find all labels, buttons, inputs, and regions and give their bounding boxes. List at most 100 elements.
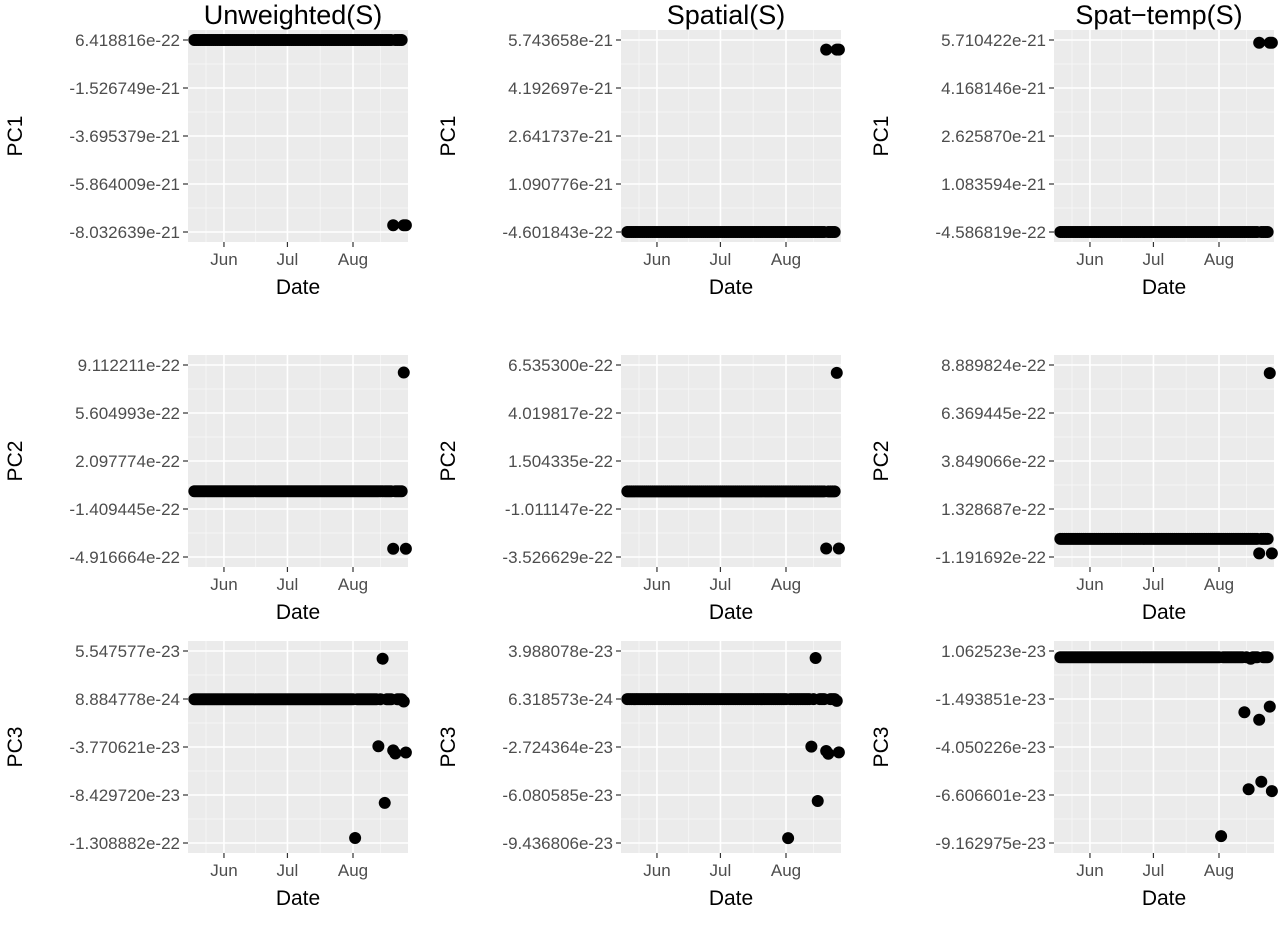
y-tick-label: 6.369445e-22: [941, 404, 1046, 423]
y-tick-label: 1.090776e-21: [508, 175, 613, 194]
x-tick-label: Jul: [277, 861, 299, 880]
x-tick-label: Aug: [338, 861, 368, 880]
y-tick-label: -3.770621e-23: [69, 738, 180, 757]
data-point: [820, 542, 833, 555]
y-tick-label: -5.864009e-21: [69, 175, 180, 194]
data-point: [387, 219, 400, 232]
column-title-spatial: Spatial(S): [667, 0, 786, 30]
y-axis-title-pc1: PC1: [870, 116, 893, 157]
panel-pc2-1: 9.112211e-22 5.604993e-22 2.097774e-22 -1.4…: [4, 355, 412, 624]
y-tick-label: 1.083594e-21: [941, 175, 1046, 194]
y-axis-title-pc1: PC1: [437, 116, 460, 157]
panel-pc2-3: 8.889824e-22 6.369445e-22 3.849066e-22 1.32…: [870, 355, 1278, 624]
y-tick-label: 5.547577e-23: [75, 642, 180, 661]
y-tick-label: 3.849066e-22: [941, 452, 1046, 471]
x-tick-label: Jul: [277, 575, 299, 594]
x-axis-title: Date: [1142, 887, 1186, 910]
panel-pc1-3: 5.710422e-21 4.168146e-21 2.625870e-21 1.08…: [870, 30, 1278, 299]
data-point: [1242, 783, 1255, 796]
x-tick-label: Aug: [1204, 250, 1234, 269]
y-tick-label: 5.604993e-22: [75, 404, 180, 423]
data-point: [395, 34, 408, 46]
x-tick-label: Jun: [210, 250, 237, 269]
panel-pc3-2: 3.988078e-23 6.318573e-24 -2.724364e-23 -6.…: [437, 641, 845, 910]
data-point: [1265, 785, 1278, 798]
x-tick-label: Aug: [338, 250, 368, 269]
y-tick-label: -6.080585e-23: [502, 786, 613, 805]
data-point: [832, 43, 845, 56]
data-point: [1253, 713, 1266, 726]
data-point: [1255, 775, 1268, 788]
data-point: [1265, 547, 1278, 560]
panel-pc2-2: 6.535300e-22 4.019817e-22 1.504335e-22 -1.0…: [437, 355, 845, 624]
x-tick-label: Aug: [771, 250, 801, 269]
x-tick-label: Jun: [1076, 575, 1103, 594]
x-tick-label: Jun: [1076, 250, 1103, 269]
y-tick-label: -1.409445e-22: [69, 500, 180, 519]
data-point: [1263, 700, 1276, 713]
y-tick-label: 6.318573e-24: [508, 690, 613, 709]
y-tick-label: 6.418816e-22: [75, 31, 180, 50]
y-axis-title-pc2: PC2: [4, 441, 27, 482]
y-axis-title-pc3: PC3: [437, 727, 460, 768]
y-tick-label: -4.050226e-23: [935, 738, 1046, 757]
x-axis-title: Date: [709, 276, 753, 299]
data-point: [820, 43, 833, 56]
y-tick-label: 4.019817e-22: [508, 404, 613, 423]
data-point: [387, 542, 400, 555]
y-tick-label: -9.436806e-23: [502, 834, 613, 853]
y-tick-label: 5.710422e-21: [941, 31, 1046, 50]
y-tick-label: -1.493851e-23: [935, 690, 1046, 709]
data-point: [832, 746, 845, 759]
x-tick-label: Aug: [338, 575, 368, 594]
data-point: [1253, 36, 1266, 49]
y-tick-label: -3.526629e-22: [502, 548, 613, 567]
y-tick-label: 8.884778e-24: [75, 690, 180, 709]
y-tick-label: 1.062523e-23: [941, 642, 1046, 661]
y-tick-label: -8.032639e-21: [69, 223, 180, 242]
y-tick-label: -6.606601e-23: [935, 786, 1046, 805]
data-point: [1244, 652, 1257, 665]
x-tick-label: Jun: [643, 575, 670, 594]
column-title-unweighted: Unweighted(S): [204, 0, 383, 30]
x-axis-title: Date: [1142, 601, 1186, 624]
data-point: [830, 694, 843, 707]
data-point: [822, 747, 835, 760]
y-tick-label: 2.625870e-21: [941, 127, 1046, 146]
x-axis-title: Date: [1142, 276, 1186, 299]
x-tick-label: Jun: [643, 250, 670, 269]
x-axis-title: Date: [276, 276, 320, 299]
x-tick-label: Aug: [771, 575, 801, 594]
data-point: [1261, 226, 1274, 238]
data-point: [832, 542, 845, 555]
x-axis-title: Date: [709, 601, 753, 624]
panel-pc1-1: 6.418816e-22 -1.526749e-21 -3.695379e-21 -5…: [4, 30, 412, 299]
y-tick-label: -1.191692e-22: [935, 548, 1046, 567]
y-tick-label: -4.601843e-22: [502, 223, 613, 242]
data-point: [828, 485, 841, 498]
x-tick-label: Jul: [1143, 575, 1165, 594]
y-tick-label: 2.097774e-22: [75, 452, 180, 471]
data-point: [1265, 36, 1278, 49]
data-point: [397, 366, 410, 379]
data-point: [805, 740, 818, 753]
y-tick-label: 1.328687e-22: [941, 500, 1046, 519]
x-tick-label: Aug: [1204, 861, 1234, 880]
x-axis-title: Date: [276, 601, 320, 624]
y-tick-label: 4.192697e-21: [508, 79, 613, 98]
x-tick-label: Jul: [1143, 250, 1165, 269]
y-tick-label: 6.535300e-22: [508, 356, 613, 375]
y-axis-title-pc2: PC2: [437, 441, 460, 482]
x-axis-title: Date: [709, 887, 753, 910]
data-point: [1263, 367, 1276, 380]
y-tick-label: 1.504335e-22: [508, 452, 613, 471]
y-tick-label: -4.916664e-22: [69, 548, 180, 567]
y-axis-title-pc1: PC1: [4, 116, 27, 157]
data-point: [1253, 547, 1266, 560]
x-tick-label: Aug: [771, 861, 801, 880]
data-point: [389, 747, 402, 760]
x-tick-label: Jul: [277, 250, 299, 269]
data-point: [349, 831, 362, 844]
data-point: [376, 652, 389, 665]
